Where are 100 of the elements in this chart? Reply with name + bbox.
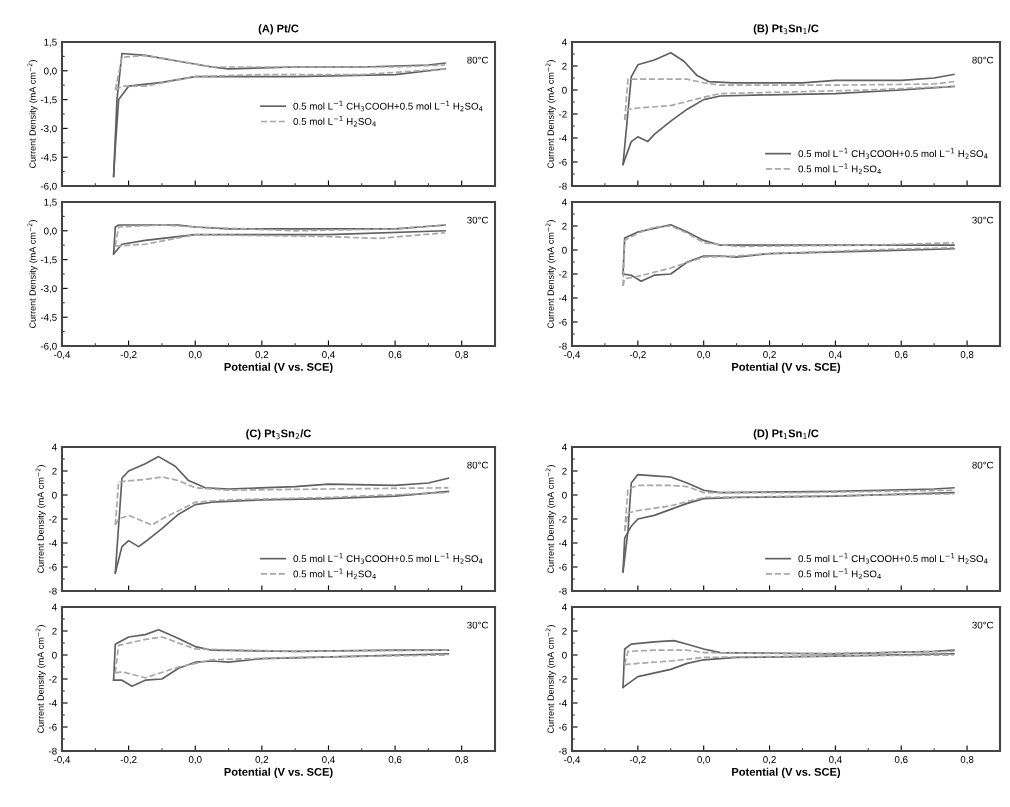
y-axis-title: Current Density (mA cm$^{−2}$): [545, 60, 556, 169]
y-tick-label: -4: [558, 294, 567, 302]
annotation: 80°C: [467, 461, 489, 469]
y-tick-label: 0: [52, 651, 57, 659]
legend-label: 0.5 mol L$^{−1}$ H$_{2}$SO$_{4}$: [293, 116, 376, 127]
y-tick-label: 4: [561, 38, 567, 46]
legend-label: 0.5 mol L$^{−1}$ H$_{2}$SO$_{4}$: [293, 568, 376, 579]
y-tick-label: 2: [562, 222, 567, 230]
y-tick-label: -1,5: [40, 256, 57, 265]
y-tick-label: 2: [52, 467, 57, 475]
x-tick-label: 0,8: [960, 756, 974, 765]
chart-title: (D) Pt$_{1}$Sn$_{1}$/C: [753, 429, 819, 440]
x-tick-label: 0,4: [322, 756, 335, 765]
chart-title: (A) Pt/C: [258, 24, 299, 35]
y-tick-label: -4: [48, 539, 57, 547]
x-tick-label: 0,6: [388, 756, 402, 765]
y-tick-label: -1,5: [40, 96, 57, 105]
y-axis-title: Current Density (mA cm$^{−2}$): [545, 465, 556, 574]
y-tick-label: -3,0: [40, 285, 57, 294]
x-tick-label: 0,2: [255, 756, 269, 765]
y-tick-label: -4,5: [40, 154, 57, 162]
y-tick-label: 4: [51, 443, 57, 451]
y-tick-label: 2: [562, 467, 567, 475]
x-tick-label: -0,2: [629, 756, 646, 765]
annotation: 30°C: [467, 216, 489, 224]
y-tick-label: -6: [558, 723, 567, 731]
x-tick-label: -0,2: [629, 351, 646, 360]
y-tick-label: -4: [558, 134, 567, 142]
y-axis-title: Current Density (mA cm$^{−2}$): [545, 625, 556, 734]
y-tick-label: -6: [558, 158, 567, 166]
x-tick-label: -0,4: [54, 756, 71, 765]
y-tick-label: -4,5: [40, 314, 57, 322]
y-tick-label: 0: [562, 86, 567, 94]
y-tick-label: -4: [48, 699, 57, 707]
y-tick-label: -6: [558, 318, 567, 326]
y-tick-label: -4: [558, 699, 567, 707]
y-tick-label: -8: [558, 342, 567, 350]
y-tick-label: 0: [52, 491, 57, 499]
y-tick-label: 4: [561, 603, 567, 611]
y-tick-label: -4: [558, 539, 567, 547]
y-tick-label: -6: [48, 563, 57, 571]
text: 0.5 mol L$^{−1}$ CH$_{3}$COOH+0.5 mol L$^{−1}$ H$_{2}$SO$_{4}$: [798, 148, 988, 159]
x-tick-label: 0,6: [388, 351, 402, 360]
y-tick-label: 2: [562, 62, 567, 70]
x-tick-label: 0,8: [455, 756, 469, 765]
y-tick-label: -2: [48, 675, 57, 683]
x-tick-label: 0,0: [697, 351, 711, 360]
y-tick-label: 1,5: [44, 38, 57, 47]
x-tick-label: 0,0: [697, 756, 711, 765]
x-tick-label: 0,2: [763, 756, 776, 765]
y-tick-label: -8: [558, 182, 567, 190]
x-tick-label: 0,0: [188, 351, 202, 360]
y-tick-label: 2: [562, 627, 567, 635]
y-tick-label: 0,0: [44, 227, 57, 236]
y-tick-label: -6,0: [40, 342, 57, 351]
x-tick-label: 0,2: [255, 351, 269, 360]
x-tick-label: -0,4: [564, 351, 581, 360]
y-axis-title: Current Density (mA cm$^{−2}$): [545, 220, 556, 329]
chart-title: (C) Pt$_{3}$Sn$_{2}$/C: [246, 429, 312, 440]
x-axis-title: Potential (V vs. SCE): [224, 767, 333, 779]
legend-label: 0.5 mol L$^{−1}$ H$_{2}$SO$_{4}$: [798, 163, 881, 174]
annotation: 80°C: [972, 461, 994, 469]
text: 0.5 mol L$^{−1}$ CH$_{3}$COOH+0.5 mol L$^{−1}$ H$_{2}$SO$_{4}$: [293, 553, 483, 564]
x-tick-label: 0,6: [894, 351, 908, 360]
y-tick-label: -6,0: [40, 182, 57, 191]
x-tick-label: -0,4: [54, 351, 71, 360]
y-tick-label: 4: [51, 603, 57, 611]
y-tick-label: -2: [48, 515, 57, 523]
y-tick-label: -2: [558, 110, 567, 118]
y-axis-title: Current Density (mA cm$^{−2}$): [35, 625, 46, 734]
chart-title: (B) Pt$_{3}$Sn$_{1}$/C: [753, 24, 819, 35]
annotation: 30°C: [972, 621, 994, 629]
y-tick-label: -8: [48, 747, 57, 755]
y-tick-label: -2: [558, 270, 567, 278]
legend-label: 0.5 mol L$^{−1}$ H$_{2}$SO$_{4}$: [798, 568, 881, 579]
x-tick-label: 0,2: [763, 351, 776, 360]
y-tick-label: 1,5: [44, 198, 57, 207]
y-tick-label: 2: [52, 627, 57, 635]
y-tick-label: -6: [558, 563, 567, 571]
y-tick-label: -2: [558, 515, 567, 523]
x-tick-label: -0,2: [120, 351, 137, 360]
annotation: 80°C: [972, 56, 994, 64]
x-tick-label: -0,2: [120, 756, 137, 765]
x-tick-label: 0,8: [455, 351, 469, 360]
y-tick-label: 0,0: [44, 67, 57, 76]
y-tick-label: -3,0: [40, 125, 57, 134]
x-tick-label: 0,0: [188, 756, 202, 765]
y-tick-label: 4: [561, 198, 567, 206]
text: 0.5 mol L$^{−1}$ CH$_{3}$COOH+0.5 mol L$^{−1}$ H$_{2}$SO$_{4}$: [798, 553, 988, 564]
y-tick-label: -8: [558, 747, 567, 755]
y-tick-label: -8: [48, 587, 57, 595]
x-axis-title: Potential (V vs. SCE): [732, 767, 841, 779]
y-axis-title: Current Density (mA cm$^{−2}$): [27, 60, 38, 169]
x-tick-label: 0,6: [894, 756, 908, 765]
y-axis-title: Current Density (mA cm$^{−2}$): [35, 465, 46, 574]
y-tick-label: -2: [558, 675, 567, 683]
x-tick-label: 0,8: [960, 351, 974, 360]
x-tick-label: -0,4: [564, 756, 581, 765]
x-axis-title: Potential (V vs. SCE): [224, 362, 333, 374]
annotation: 80°C: [467, 56, 489, 64]
